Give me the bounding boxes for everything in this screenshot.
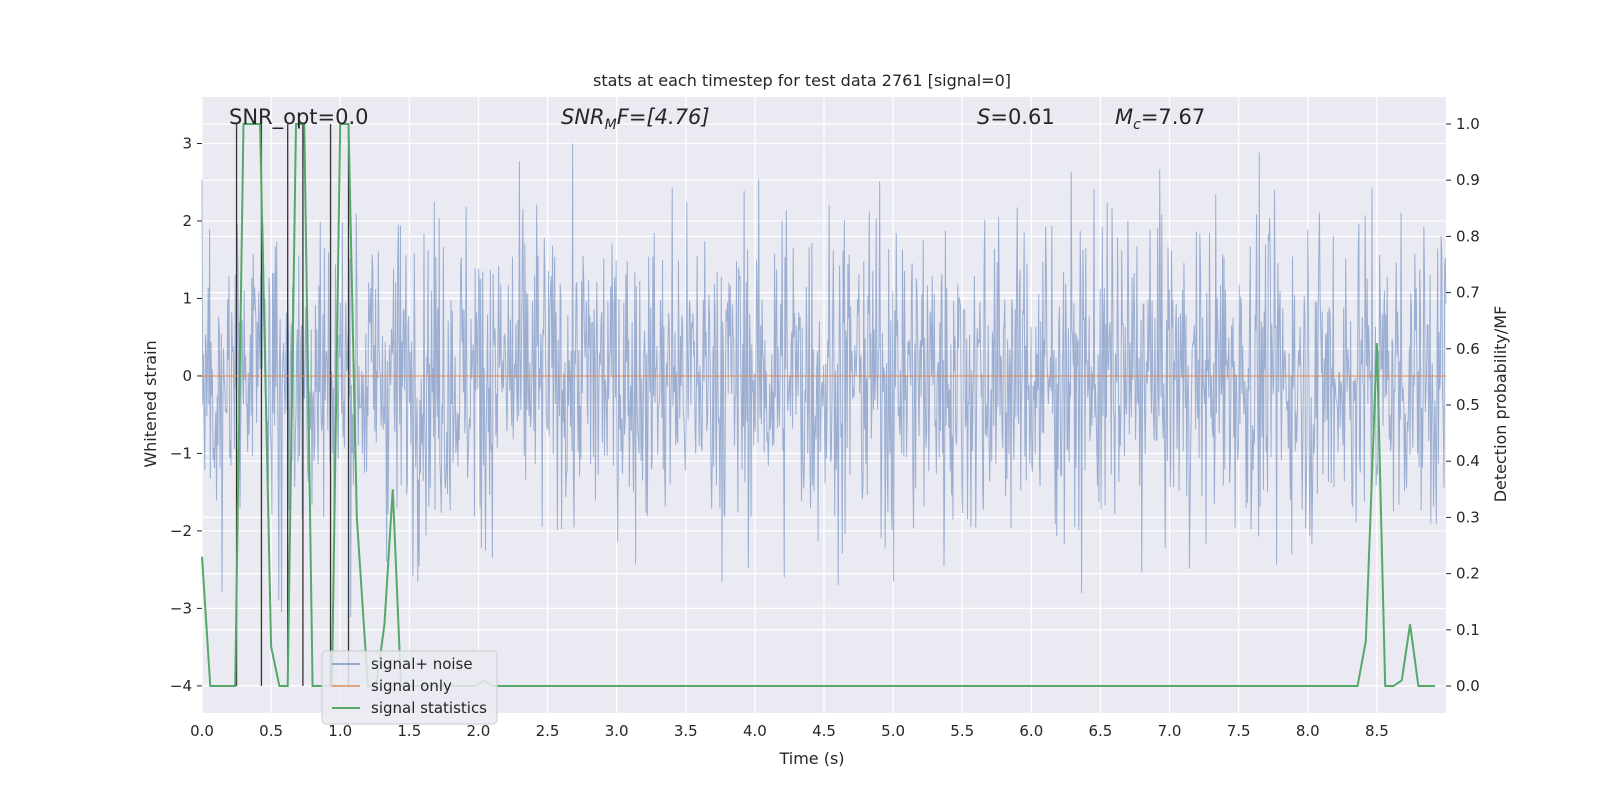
s-suffix: =0.61: [990, 105, 1054, 129]
x-tick-label: 0.0: [190, 722, 214, 740]
y-axis-label: Whitened strain: [141, 340, 160, 467]
x-tick-label: 8.5: [1365, 722, 1389, 740]
legend-box: [321, 650, 498, 725]
y2-tick-label: 0.3: [1456, 508, 1480, 526]
x-tick-label: 5.5: [950, 722, 974, 740]
s-prefix: S: [977, 105, 990, 129]
y2-tick-label: 0.9: [1456, 171, 1480, 189]
y2-tick-label: 0.2: [1456, 565, 1480, 583]
y-axis-ticks: −4 −3 −2 −1 0 1 2 3: [170, 134, 202, 695]
y2-tick-label: 1.0: [1456, 115, 1480, 133]
legend-label-signal-statistics: signal statistics: [371, 699, 487, 717]
legend: signal+ noise signal only signal statist…: [321, 650, 498, 725]
x-tick-label: 5.0: [881, 722, 905, 740]
y2-tick-label: 0.4: [1456, 452, 1480, 470]
y-tick-label: −4: [170, 677, 192, 695]
mc-prefix: M: [1115, 105, 1133, 129]
signal-noise-line: [201, 143, 1447, 618]
y2-axis-label: Detection probability/MF: [1491, 306, 1510, 503]
y-tick-label: 1: [182, 289, 192, 307]
y-tick-label: −2: [170, 522, 192, 540]
x-tick-label: 7.0: [1158, 722, 1182, 740]
legend-label-signal-only: signal only: [371, 677, 452, 695]
mc-annotation: Mc=7.67: [1115, 105, 1205, 133]
snr-mf-suffix: F=[4.76]: [617, 105, 710, 129]
y2-tick-label: 0.1: [1456, 621, 1480, 639]
x-tick-label: 4.0: [743, 722, 767, 740]
y-tick-label: 3: [182, 134, 192, 152]
x-tick-label: 2.5: [536, 722, 560, 740]
y2-axis-ticks: 0.0 0.1 0.2 0.3 0.4 0.5 0.6 0.7 0.8 0.9 1.0: [1446, 115, 1480, 695]
x-axis-label: Time (s): [778, 749, 844, 768]
x-tick-label: 1.5: [397, 722, 421, 740]
snr-mf-prefix: SNR: [561, 105, 605, 129]
chart-title: stats at each timestep for test data 276…: [593, 71, 1011, 90]
x-tick-label: 0.5: [259, 722, 283, 740]
x-tick-label: 6.0: [1019, 722, 1043, 740]
y2-tick-label: 0.6: [1456, 340, 1480, 358]
x-tick-label: 2.0: [467, 722, 491, 740]
y2-tick-label: 0.0: [1456, 677, 1480, 695]
snr-mf-annotation: SNRMF=[4.76]: [561, 105, 710, 133]
signal-noise-series: [201, 143, 1447, 618]
x-tick-label: 6.5: [1089, 722, 1113, 740]
legend-label-signal-noise: signal+ noise: [371, 655, 473, 673]
mc-sub: c: [1133, 117, 1141, 133]
y2-tick-label: 0.5: [1456, 396, 1480, 414]
annotations: SNR_opt=0.0 SNRMF=[4.76] S=0.61 Mc=7.67: [229, 105, 1205, 133]
y-tick-label: 2: [182, 212, 192, 230]
y2-tick-label: 0.7: [1456, 284, 1480, 302]
x-tick-label: 4.5: [812, 722, 836, 740]
x-tick-label: 3.5: [674, 722, 698, 740]
y-tick-label: −3: [170, 599, 192, 617]
y-tick-label: −1: [170, 444, 192, 462]
x-tick-label: 7.5: [1227, 722, 1251, 740]
y2-tick-label: 0.8: [1456, 227, 1480, 245]
mc-suffix: =7.67: [1141, 105, 1205, 129]
y-tick-label: 0: [182, 367, 192, 385]
snr-mf-sub: M: [605, 117, 617, 133]
x-tick-label: 3.0: [605, 722, 629, 740]
snr-opt-annotation: SNR_opt=0.0: [229, 105, 369, 130]
x-tick-label: 8.0: [1296, 722, 1320, 740]
x-tick-label: 1.0: [328, 722, 352, 740]
x-axis-ticks: 0.0 0.5 1.0 1.5 2.0 2.5 3.0 3.5 4.0 4.5 5.0 5.5 6.0 6…: [190, 722, 1389, 740]
s-annotation: S=0.61: [977, 105, 1055, 129]
